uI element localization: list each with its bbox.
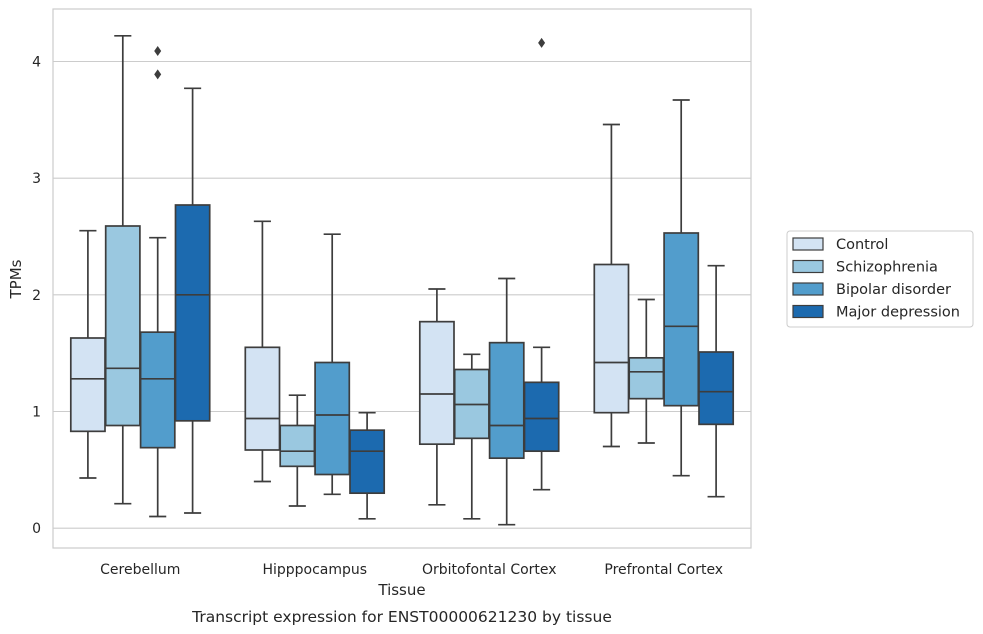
box-body [593, 263, 630, 414]
outlier-point [538, 37, 546, 48]
box-marks [69, 34, 735, 526]
y-tick-label: 3 [32, 171, 41, 187]
box-body [104, 225, 141, 427]
box-hipppocampus-control [244, 220, 281, 483]
y-tick-label: 2 [32, 288, 41, 304]
box-body [488, 341, 525, 460]
legend-swatch [792, 259, 824, 274]
x-axis-label: Tissue [377, 581, 425, 599]
box-body [698, 351, 735, 426]
box-body [174, 204, 211, 422]
legend-swatch [792, 282, 824, 296]
box-orbitofontal-cortex-major-depression [523, 37, 560, 491]
legend-swatch [792, 237, 824, 251]
legend-label: Bipolar disorder [836, 282, 951, 298]
legend-label: Schizophrenia [836, 260, 938, 276]
chart-caption: Transcript expression for ENST0000062123… [191, 608, 612, 626]
box-body [628, 356, 665, 400]
y-tick-label: 4 [32, 55, 41, 71]
box-cerebellum-schizophrenia [104, 34, 141, 505]
box-body [663, 232, 700, 407]
box-body [314, 361, 351, 476]
box-hipppocampus-major-depression [349, 411, 386, 520]
box-prefrontal-cortex-bipolar-disorder [663, 99, 700, 477]
box-prefrontal-cortex-control [593, 123, 630, 448]
x-tick-label: Orbitofontal Cortex [422, 562, 557, 578]
box-prefrontal-cortex-major-depression [698, 264, 735, 498]
box-cerebellum-bipolar-disorder [139, 46, 176, 518]
box-body [523, 381, 560, 453]
legend-label: Major depression [836, 305, 960, 321]
outlier-point [154, 46, 162, 56]
legend: Control Schizophrenia Bipolar disorder Majo… [786, 230, 974, 328]
box-hipppocampus-bipolar-disorder [314, 233, 351, 496]
y-tick-labels: 0 1 2 3 4 [32, 55, 41, 538]
y-tick-label: 1 [32, 405, 41, 421]
plot-area [52, 8, 752, 549]
box-body [139, 331, 176, 449]
legend-frame [786, 230, 974, 328]
box-body [349, 429, 386, 495]
outlier-point [154, 69, 162, 80]
box-orbitofontal-cortex-schizophrenia [453, 353, 490, 520]
x-tick-labels: Cerebellum Hipppocampus Orbitofontal Corte… [100, 562, 723, 578]
y-tick-label: 0 [32, 521, 41, 537]
x-tick-label: Hipppocampus [262, 562, 367, 578]
box-prefrontal-cortex-schizophrenia [628, 298, 665, 444]
box-body [244, 346, 281, 451]
box-body [69, 337, 106, 433]
x-tick-label: Prefrontal Cortex [604, 562, 723, 578]
box-cerebellum-major-depression [174, 87, 211, 514]
box-cerebellum-control [69, 229, 106, 479]
box-body [418, 320, 455, 446]
legend-label: Control [836, 237, 888, 253]
y-axis-label: TPMs [7, 259, 25, 299]
x-tick-label: Cerebellum [100, 562, 180, 578]
box-orbitofontal-cortex-control [418, 288, 455, 506]
legend-swatch [792, 304, 824, 319]
box-body [279, 424, 316, 468]
box-hipppocampus-schizophrenia [279, 394, 316, 507]
